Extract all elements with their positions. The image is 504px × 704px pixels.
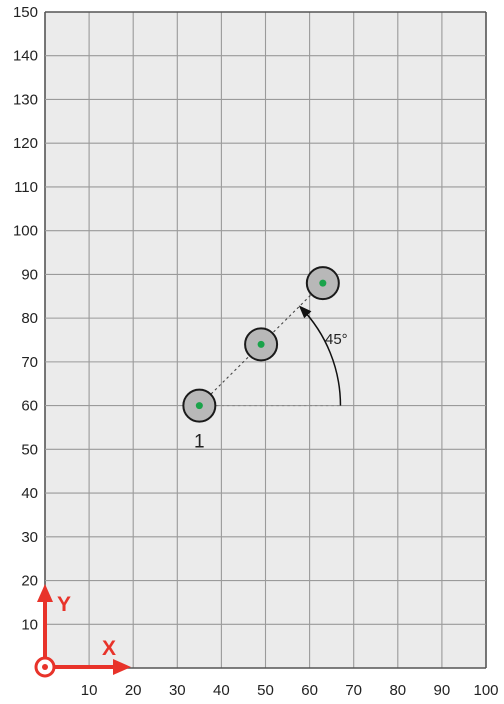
- y-tick-label: 130: [13, 91, 38, 108]
- hole-center-point: [195, 402, 203, 410]
- x-axis-arrowhead: [113, 659, 131, 675]
- y-tick-label: 30: [21, 529, 38, 546]
- y-tick-label: 60: [21, 398, 38, 415]
- x-tick-label: 60: [301, 682, 318, 699]
- origin-dot: [42, 664, 48, 670]
- y-tick-label: 150: [13, 4, 38, 21]
- y-tick-label: 100: [13, 223, 38, 240]
- y-tick-labels: 10 20 30 40 50 60 70 80 90 100 110 120 130 140 150: [13, 4, 38, 633]
- y-tick-label: 140: [13, 48, 38, 65]
- y-tick-label: 10: [21, 616, 38, 633]
- x-tick-label: 90: [434, 682, 451, 699]
- x-tick-label: 70: [345, 682, 362, 699]
- x-tick-label: 30: [169, 682, 186, 699]
- holes: [182, 266, 340, 423]
- y-tick-label: 120: [13, 135, 38, 152]
- angle-arc: [298, 305, 342, 406]
- angle-arrowhead: [298, 305, 312, 319]
- y-tick-label: 70: [21, 354, 38, 371]
- angle-label: 45°: [325, 331, 348, 348]
- x-tick-labels: 10 20 30 40 50 60 70 80 90 100: [81, 682, 499, 699]
- x-tick-label: 100: [473, 682, 498, 699]
- y-tick-label: 80: [21, 310, 38, 327]
- x-tick-label: 80: [389, 682, 406, 699]
- y-tick-label: 20: [21, 573, 38, 590]
- pattern-lines: [198, 282, 341, 407]
- x-tick-label: 10: [81, 682, 98, 699]
- x-axis-letter: X: [102, 637, 116, 660]
- hole-center-point: [257, 340, 265, 348]
- hole-center-point: [319, 279, 327, 287]
- angle-arc-curve: [300, 307, 342, 406]
- y-tick-label: 110: [14, 179, 38, 196]
- y-axis-letter: Y: [57, 593, 71, 616]
- x-tick-label: 50: [257, 682, 274, 699]
- axis-origin-marker: [34, 584, 131, 678]
- x-tick-label: 40: [213, 682, 230, 699]
- y-tick-label: 90: [21, 266, 38, 283]
- x-tick-label: 20: [125, 682, 142, 699]
- grid-lines: [44, 11, 487, 669]
- first-hole-label: 1: [194, 432, 205, 453]
- y-axis-arrowhead: [37, 584, 53, 602]
- y-tick-label: 50: [21, 441, 38, 458]
- y-tick-label: 40: [21, 485, 38, 502]
- pattern-direction-line: [198, 282, 324, 406]
